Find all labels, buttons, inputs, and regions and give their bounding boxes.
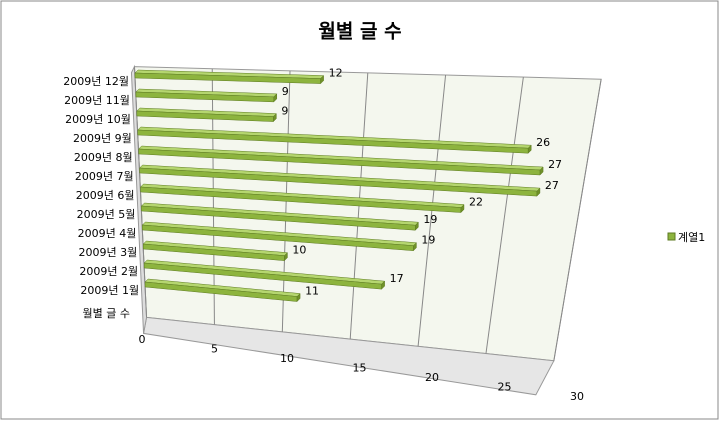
y-tick-label: 2009년 10월 — [65, 113, 131, 126]
y-tick-label: 2009년 3월 — [79, 246, 138, 259]
bar — [143, 259, 386, 290]
y-tick-label: 2009년 12월 — [63, 75, 129, 88]
bar — [135, 88, 278, 103]
x-tick-label: 15 — [353, 362, 367, 375]
data-label: 9 — [281, 105, 288, 118]
data-label: 27 — [548, 158, 562, 171]
y-tick-label: 2009년 9월 — [73, 132, 132, 145]
x-tick-label: 0 — [139, 333, 146, 346]
data-label: 19 — [423, 213, 437, 226]
bar — [140, 202, 419, 231]
bar — [139, 164, 541, 197]
data-label: 19 — [421, 234, 435, 247]
data-label: 26 — [536, 136, 550, 149]
bar — [141, 221, 417, 252]
x-tick-label: 30 — [570, 390, 584, 403]
y-tick-label: 2009년 2월 — [79, 265, 138, 278]
y-tick-label: 2009년 11월 — [64, 94, 130, 107]
data-label: 9 — [282, 85, 289, 98]
bar — [142, 240, 288, 262]
data-label: 27 — [545, 179, 559, 192]
grid-line — [485, 77, 524, 354]
data-label: 12 — [329, 67, 343, 80]
legend-swatch — [667, 232, 676, 241]
data-label: 22 — [469, 196, 483, 209]
data-label: 10 — [292, 244, 306, 257]
x-tick-label: 20 — [425, 371, 439, 384]
x-tick-label: 5 — [211, 343, 218, 356]
bar — [137, 126, 532, 154]
bar — [138, 145, 544, 176]
data-label: 11 — [305, 285, 319, 298]
y-tick-label: 2009년 4월 — [78, 227, 137, 240]
y-tick-label: 2009년 5월 — [77, 208, 136, 221]
chart-title: 월별 글 수 — [318, 21, 401, 43]
y-tick-label: 2009년 8월 — [74, 151, 133, 164]
y-tick-label: 월별 글 수 — [83, 307, 130, 320]
bar — [136, 107, 277, 123]
bar — [139, 183, 465, 214]
y-tick-label: 2009년 7월 — [75, 170, 134, 183]
bar — [144, 278, 301, 303]
x-tick-label: 25 — [498, 381, 512, 394]
legend-label: 계열1 — [678, 231, 705, 244]
data-label: 17 — [390, 272, 404, 285]
bar — [134, 69, 325, 85]
y-tick-label: 2009년 1월 — [80, 284, 139, 297]
y-tick-label: 2009년 6월 — [76, 189, 135, 202]
x-tick-label: 10 — [280, 352, 294, 365]
grid-line — [553, 79, 602, 361]
